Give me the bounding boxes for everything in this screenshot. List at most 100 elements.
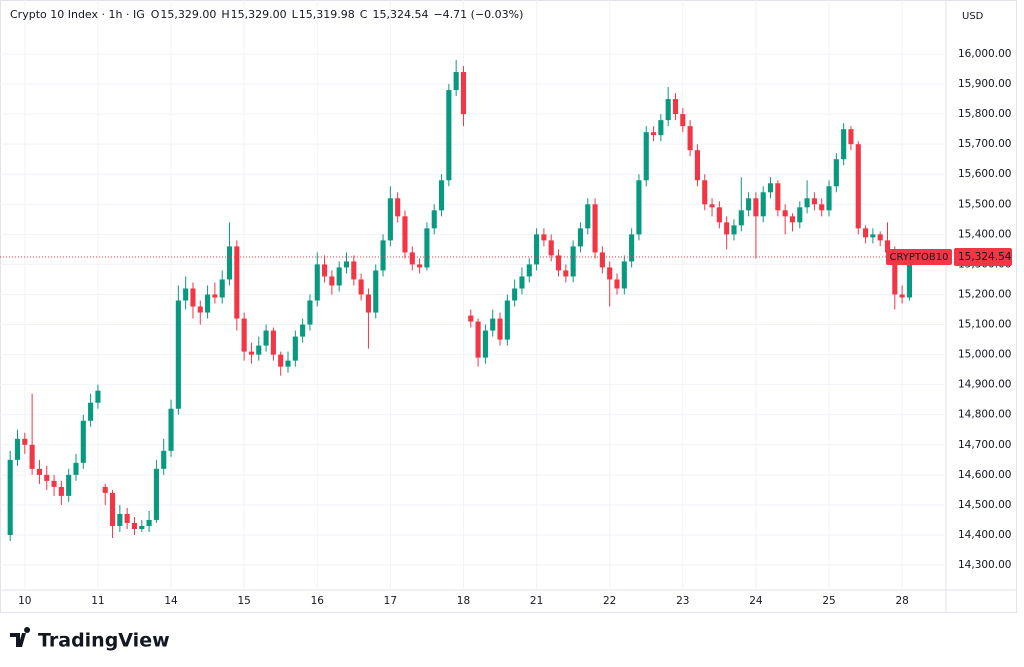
candle-body — [570, 246, 576, 277]
ohlc-legend: 15,329.00 — [160, 8, 216, 21]
candle-body — [314, 264, 320, 301]
candle-body — [563, 270, 569, 277]
ohlc-legend: L — [292, 8, 299, 21]
candle-body — [95, 390, 101, 403]
candle-body — [58, 486, 64, 496]
candle-body — [226, 246, 233, 280]
candle-body — [643, 132, 649, 181]
candle-body — [460, 72, 467, 115]
candle-body — [621, 261, 627, 289]
candle-body — [855, 144, 861, 229]
price-tag: 15,324.54 — [958, 251, 1012, 263]
candle-body — [468, 315, 474, 322]
candle-body — [395, 198, 401, 217]
candle-body — [490, 318, 496, 331]
y-tick-label: 15,800.00 — [958, 108, 1011, 120]
y-tick-label: 15,600.00 — [958, 168, 1011, 180]
candle-body — [153, 468, 159, 520]
candle-body — [343, 261, 350, 268]
candle-body — [183, 288, 189, 301]
candle-body — [884, 240, 891, 253]
candle-body — [380, 240, 386, 271]
candle-body — [446, 90, 452, 181]
candle-body — [51, 480, 57, 487]
candle-body — [782, 210, 788, 217]
candle-body — [300, 324, 306, 337]
candle-body — [541, 234, 547, 241]
candle-body — [497, 318, 503, 340]
ohlc-legend: −4.71 (−0.03%) — [433, 8, 523, 21]
candle-body — [336, 267, 342, 286]
candle-body — [811, 198, 817, 205]
candle-body — [270, 330, 276, 355]
candle-body — [431, 210, 437, 229]
candle-body — [789, 216, 796, 223]
candle-body — [833, 159, 839, 187]
ohlc-legend: 15,324.54 — [372, 8, 428, 21]
ohlc-legend: C — [360, 8, 368, 21]
x-tick-label: 22 — [603, 595, 616, 607]
candle-body — [694, 150, 700, 181]
candle-body — [534, 234, 540, 265]
candle-body — [29, 444, 35, 469]
candle-body — [175, 300, 181, 409]
x-tick-label: 17 — [384, 595, 397, 607]
currency: USD — [962, 11, 984, 22]
candle-body — [767, 183, 774, 193]
candle-body — [417, 264, 423, 268]
y-tick-label: 14,900.00 — [958, 379, 1011, 391]
candle-body — [826, 186, 832, 211]
y-tick-label: 14,400.00 — [958, 529, 1011, 541]
y-tick-label: 15,100.00 — [958, 319, 1011, 331]
candle-body — [168, 408, 174, 451]
candle-body — [892, 252, 898, 295]
candle-body — [899, 294, 905, 298]
x-tick-label: 21 — [530, 595, 543, 607]
y-tick-label: 15,400.00 — [958, 228, 1011, 240]
symbol-tag: CRYPTOB10 — [890, 252, 949, 263]
candle-body — [212, 294, 218, 298]
candle-body — [73, 462, 79, 475]
candle-body — [841, 129, 847, 160]
brand-name: TradingView — [38, 630, 170, 652]
candle-body — [592, 204, 598, 253]
y-tick-label: 15,000.00 — [958, 349, 1011, 361]
candle-body — [14, 438, 21, 460]
candle-body — [877, 234, 883, 241]
candle-body — [285, 360, 291, 367]
candle-body — [512, 288, 518, 301]
candle-body — [387, 198, 393, 241]
candle-body — [680, 114, 686, 127]
candle-body — [322, 264, 328, 277]
candle-body — [848, 129, 854, 145]
x-tick-label: 15 — [237, 595, 250, 607]
x-tick-label: 14 — [164, 595, 178, 607]
x-tick-label: 23 — [676, 595, 689, 607]
candle-body — [263, 330, 269, 346]
candle-body — [146, 519, 152, 526]
candle-body — [585, 204, 591, 229]
candle-body — [658, 120, 664, 136]
candle-body — [131, 522, 138, 529]
candle-body — [190, 288, 196, 307]
candle-body — [365, 294, 371, 313]
symbol-tag-bg — [886, 249, 952, 266]
candle-body — [731, 225, 737, 235]
ohlc-legend: 15,319.98 — [299, 8, 355, 21]
candle-body — [36, 468, 42, 475]
candle-body — [351, 261, 357, 280]
candle-body — [577, 228, 584, 247]
candle-body — [672, 99, 679, 115]
candle-body — [599, 252, 605, 268]
candle-body — [906, 264, 913, 298]
candle-body — [475, 321, 481, 358]
candle-body — [665, 99, 671, 121]
candle-body — [124, 513, 130, 523]
brand-logo: TradingView — [10, 627, 170, 652]
candle-body — [870, 234, 876, 238]
ohlc-legend: O — [151, 8, 160, 21]
y-tick-label: 15,200.00 — [958, 288, 1011, 300]
price-tag-bg — [954, 248, 1012, 267]
candle-body — [804, 198, 810, 208]
ohlc-legend: H — [221, 8, 229, 21]
